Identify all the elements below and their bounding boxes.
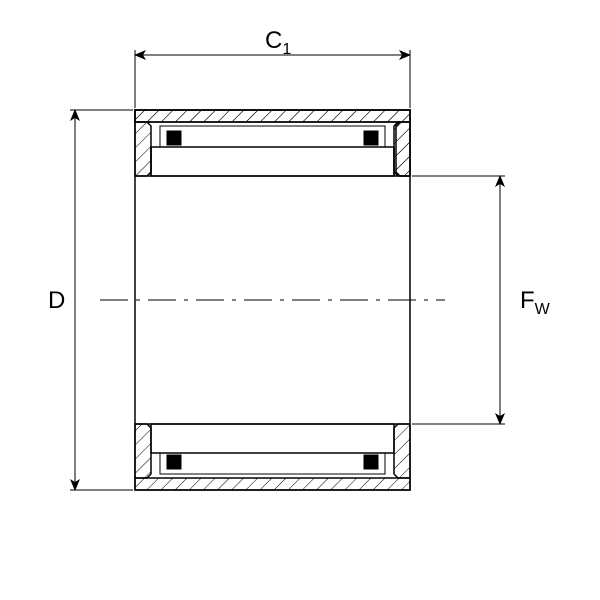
seal-top-right [364, 131, 378, 145]
dimension-c1: C1 [135, 27, 410, 108]
label-c1: C1 [265, 27, 291, 58]
seal-bottom-left [167, 455, 181, 469]
bearing-cross-section-diagram: C1 D FW [0, 0, 600, 600]
label-d: D [48, 287, 65, 314]
seal-top-left [167, 131, 181, 145]
label-fw: FW [520, 287, 551, 318]
seal-bottom-right [364, 455, 378, 469]
dimension-fw: FW [412, 176, 551, 424]
